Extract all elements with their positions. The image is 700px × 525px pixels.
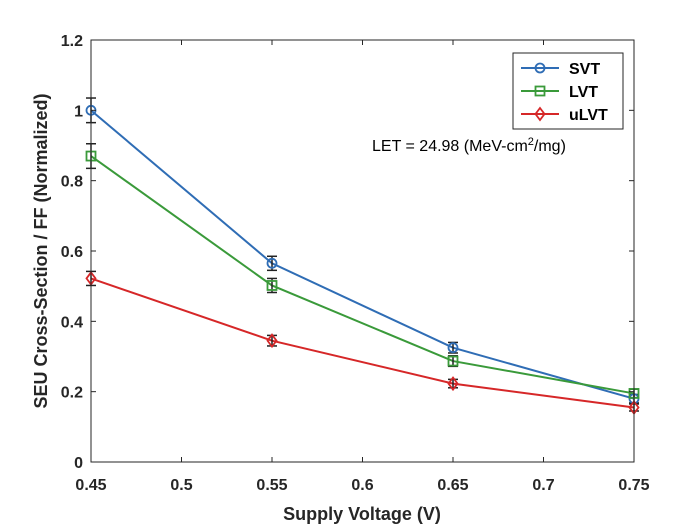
legend-marker-svt xyxy=(534,62,546,74)
y-tick-label: 1 xyxy=(74,103,83,120)
x-tick-label: 0.65 xyxy=(437,477,468,494)
legend-marker-lvt xyxy=(534,85,546,97)
x-axis-title: Supply Voltage (V) xyxy=(283,504,441,524)
series-line-lvt xyxy=(90,155,635,395)
x-tick-label: 0.45 xyxy=(75,477,106,494)
series-line-svt xyxy=(90,109,635,400)
data-point-svt xyxy=(266,257,278,269)
legend-label-ulvt: uLVT xyxy=(569,107,608,124)
data-point-lvt xyxy=(447,355,459,367)
let-annotation-text: LET = 24.98 (MeV-cm xyxy=(372,138,528,155)
series-lvt xyxy=(85,142,640,399)
y-tick-label: 0.8 xyxy=(61,174,83,191)
legend: SVT LVT uLVT xyxy=(512,52,624,130)
let-annotation-units: /mg) xyxy=(534,138,566,155)
x-tick-label: 0.55 xyxy=(256,477,287,494)
x-tick-label: 0.7 xyxy=(532,477,554,494)
let-annotation: LET = 24.98 (MeV-cm2/mg) xyxy=(372,136,566,155)
x-tick-label: 0.75 xyxy=(618,477,649,494)
legend-label-svt: SVT xyxy=(569,61,600,78)
data-point-ulvt xyxy=(266,333,278,349)
y-tick-label: 0 xyxy=(74,455,83,472)
y-tick-label: 0.2 xyxy=(61,385,83,402)
data-point-lvt xyxy=(266,280,278,291)
data-point-ulvt xyxy=(447,376,459,392)
series-ulvt xyxy=(85,270,640,415)
x-tick-label: 0.6 xyxy=(351,477,373,494)
y-tick-label: 0.4 xyxy=(61,314,83,331)
let-annotation-superscript: 2 xyxy=(528,136,534,148)
legend-marker-ulvt xyxy=(534,106,546,122)
y-axis-title: SEU Cross-Section / FF (Normalized) xyxy=(31,93,51,408)
y-tick-label: 1.2 xyxy=(61,33,83,50)
y-tick-label: 0.6 xyxy=(61,244,83,261)
series-line-ulvt xyxy=(90,277,635,409)
data-point-svt xyxy=(447,342,459,354)
axes: 0.45 0.5 0.55 0.6 0.65 0.7 0.75 0 0.2 0.4 0.6 0.8 1 1… xyxy=(61,33,650,494)
x-tick-label: 0.5 xyxy=(170,477,192,494)
legend-label-lvt: LVT xyxy=(569,84,598,101)
